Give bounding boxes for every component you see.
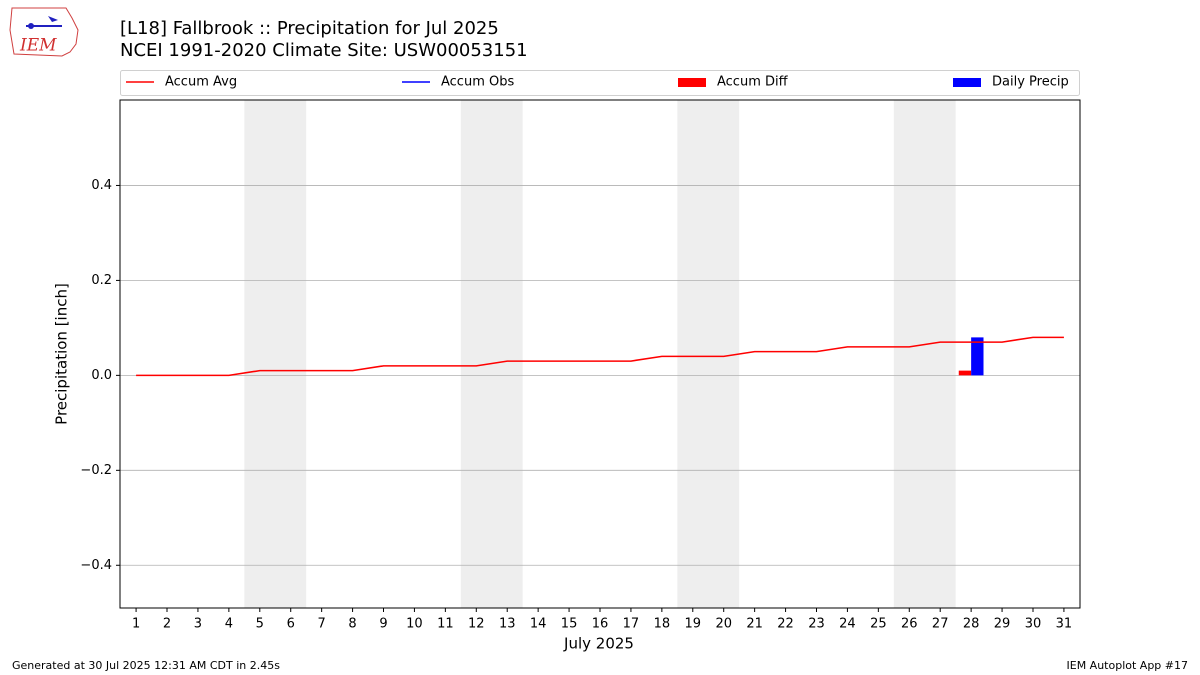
y-tick-label: 0.2	[91, 273, 112, 288]
x-tick-label: 30	[1025, 617, 1042, 632]
x-tick-label: 31	[1056, 617, 1073, 632]
x-tick-label: 1	[132, 617, 140, 632]
x-tick-label: 15	[561, 617, 578, 632]
legend-swatch	[953, 78, 981, 87]
weekend-shade	[893, 100, 956, 608]
x-tick-label: 28	[963, 617, 980, 632]
legend-label: Daily Precip	[992, 75, 1069, 90]
weekend-shade	[244, 100, 307, 608]
x-tick-label: 17	[623, 617, 640, 632]
weekend-shade	[460, 100, 523, 608]
y-tick-label: −0.2	[80, 463, 112, 478]
x-tick-label: 4	[225, 617, 233, 632]
x-axis-label: July 2025	[563, 635, 634, 653]
x-tick-label: 13	[499, 617, 516, 632]
x-tick-label: 8	[348, 617, 356, 632]
x-tick-label: 24	[839, 617, 856, 632]
footer-left: Generated at 30 Jul 2025 12:31 AM CDT in…	[12, 659, 280, 672]
legend-label: Accum Avg	[165, 75, 237, 90]
y-tick-label: 0.0	[91, 368, 112, 383]
chart-subtitle: NCEI 1991-2020 Climate Site: USW00053151	[120, 40, 528, 61]
legend-box	[120, 70, 1080, 96]
y-tick-label: −0.4	[80, 558, 112, 573]
x-tick-label: 7	[318, 617, 326, 632]
x-tick-label: 29	[994, 617, 1011, 632]
x-tick-label: 3	[194, 617, 202, 632]
y-axis-label: Precipitation [inch]	[53, 283, 71, 425]
legend-label: Accum Obs	[441, 75, 514, 90]
legend-swatch	[678, 78, 706, 87]
bar	[971, 337, 984, 376]
x-tick-label: 18	[654, 617, 671, 632]
bar	[958, 370, 972, 376]
x-tick-label: 6	[287, 617, 295, 632]
y-tick-label: 0.4	[91, 178, 112, 193]
x-tick-label: 22	[777, 617, 794, 632]
x-tick-label: 20	[715, 617, 732, 632]
chart-title: [L18] Fallbrook :: Precipitation for Jul…	[120, 18, 499, 39]
x-tick-label: 11	[437, 617, 454, 632]
x-tick-label: 25	[870, 617, 887, 632]
x-tick-label: 26	[901, 617, 918, 632]
logo-text: IEM	[19, 36, 57, 56]
x-tick-label: 16	[592, 617, 609, 632]
plot-frame	[119, 99, 1081, 609]
x-tick-label: 10	[406, 617, 423, 632]
x-tick-label: 23	[808, 617, 825, 632]
x-tick-label: 12	[468, 617, 485, 632]
x-tick-label: 9	[379, 617, 387, 632]
x-tick-label: 5	[256, 617, 264, 632]
legend-label: Accum Diff	[717, 75, 789, 90]
series-line	[136, 336, 1064, 377]
x-tick-label: 21	[746, 617, 763, 632]
x-tick-label: 27	[932, 617, 949, 632]
weekend-shade	[677, 100, 740, 608]
x-tick-label: 2	[163, 617, 171, 632]
x-tick-label: 14	[530, 617, 547, 632]
footer-right: IEM Autoplot App #17	[1067, 659, 1189, 672]
x-tick-label: 19	[685, 617, 702, 632]
logo: IEM	[9, 7, 79, 57]
